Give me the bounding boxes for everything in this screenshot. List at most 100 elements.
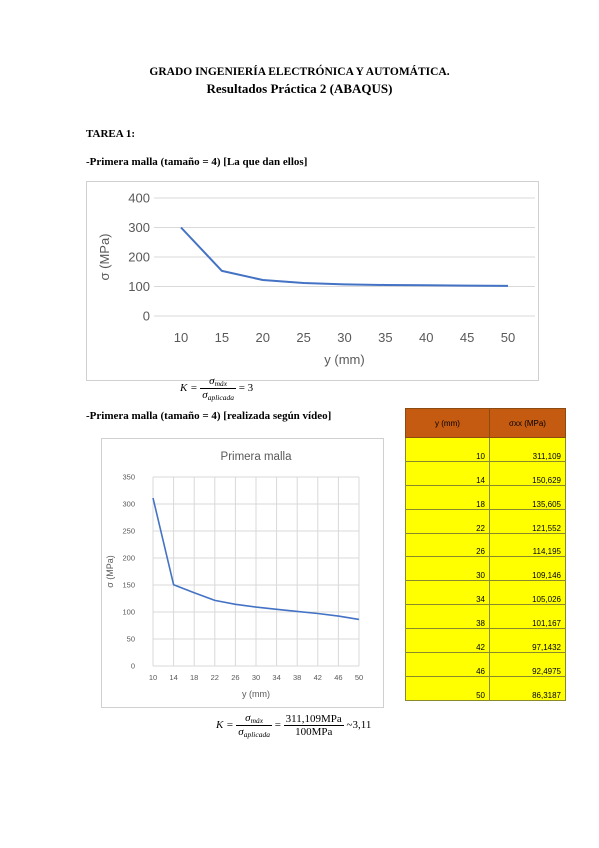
document-heading: GRADO INGENIERÍA ELECTRÓNICA Y AUTOMÁTIC… xyxy=(149,66,450,78)
y-tick-label: 150 xyxy=(122,581,135,590)
x-tick-label: 20 xyxy=(256,330,270,345)
x-tick-label: 22 xyxy=(211,673,219,682)
formula-2-den-sub: aplicada xyxy=(243,730,270,739)
y-tick-label: 100 xyxy=(128,279,150,294)
x-tick-label: 14 xyxy=(169,673,177,682)
x-tick-label: 30 xyxy=(252,673,260,682)
table-cell-sigma: 114,195 xyxy=(489,532,566,558)
table-cell-y: 30 xyxy=(405,556,490,582)
table-cell-sigma: 311,109 xyxy=(489,437,566,462)
table-row: 34 105,026 xyxy=(405,580,566,606)
x-tick-label: 50 xyxy=(501,330,515,345)
x-tick-label: 25 xyxy=(296,330,310,345)
y-tick-label: 0 xyxy=(131,662,135,671)
table-cell-y: 38 xyxy=(405,604,490,630)
formula-2-num: σ xyxy=(245,712,251,724)
x-tick-label: 38 xyxy=(293,673,301,682)
formula-1-den-sub: aplicada xyxy=(207,393,234,402)
chart-1-frame: 0 100 200 300 400 10 15 20 25 30 35 40 45 50 y (mm) σ (… xyxy=(86,181,539,381)
formula-2-num-sub: máx xyxy=(250,716,264,725)
y-tick-label: 200 xyxy=(122,554,135,563)
x-tick-label: 45 xyxy=(460,330,474,345)
table-cell-y: 46 xyxy=(405,652,490,677)
table-cell-sigma: 92,4975 xyxy=(489,652,566,677)
x-tick-label: 10 xyxy=(149,673,157,682)
formula-2-eq: = xyxy=(274,719,281,732)
table-cell-sigma: 101,167 xyxy=(489,604,566,630)
x-tick-label: 42 xyxy=(314,673,322,682)
document-subheading: Resultados Práctica 2 (ABAQUS) xyxy=(206,81,393,96)
table-cell-y: 14 xyxy=(405,460,490,486)
y-tick-label: 50 xyxy=(127,635,135,644)
x-tick-label: 40 xyxy=(419,330,433,345)
y-axis-label: σ (MPa) xyxy=(105,555,115,588)
data-table: y (mm) σxx (MPa) 10 311,109 14 150,629 18 135… xyxy=(405,408,566,701)
table-cell-sigma: 135,605 xyxy=(489,484,566,510)
formula-1-lhs: K = xyxy=(180,382,198,395)
table-row: 26 114,195 xyxy=(405,532,566,558)
table-row: 10 311,109 xyxy=(405,437,566,462)
y-tick-label: 350 xyxy=(122,473,135,482)
y-tick-label: 100 xyxy=(122,608,135,617)
y-tick-label: 300 xyxy=(128,220,150,235)
y-tick-label: 0 xyxy=(143,309,150,324)
chart-title: Primera malla xyxy=(221,451,293,463)
table-cell-y: 22 xyxy=(405,508,490,534)
table-cell-y: 50 xyxy=(405,675,490,701)
x-tick-label: 30 xyxy=(337,330,351,345)
table-row: 14 150,629 xyxy=(405,460,566,486)
y-axis-label: σ (MPa) xyxy=(97,233,112,280)
chart-1: 0 100 200 300 400 10 15 20 25 30 35 40 45 50 y (mm) σ (… xyxy=(97,191,535,367)
table-cell-y: 42 xyxy=(405,628,490,654)
table-row: 50 86,3187 xyxy=(405,675,566,701)
table-header-sigma: σxx (MPa) xyxy=(489,408,566,438)
table-header-y: y (mm) xyxy=(405,408,490,438)
x-tick-label: 15 xyxy=(215,330,229,345)
formula-1-rhs: = 3 xyxy=(238,382,254,395)
formula-2: K = σmáx σaplicada = 311,109MPa 100MPa ~… xyxy=(216,712,371,739)
formula-1: K = σmáx σaplicada = 3 xyxy=(180,375,253,402)
y-tick-label: 200 xyxy=(128,250,150,265)
formula-1-den: σ xyxy=(202,389,208,401)
table-cell-sigma: 105,026 xyxy=(489,580,566,606)
x-axis-label: y (mm) xyxy=(324,352,364,367)
table-cell-sigma: 109,146 xyxy=(489,556,566,582)
table-row: 22 121,552 xyxy=(405,508,566,534)
x-tick-label: 26 xyxy=(231,673,239,682)
table-row: 38 101,167 xyxy=(405,604,566,630)
formula-2-den: σ xyxy=(238,726,244,738)
formula-1-num: σ xyxy=(209,375,215,387)
table-row: 42 97,1432 xyxy=(405,628,566,654)
formula-2-den2: 100MPa xyxy=(295,726,333,738)
x-tick-label: 10 xyxy=(174,330,188,345)
x-tick-label: 46 xyxy=(334,673,342,682)
table-cell-y: 34 xyxy=(405,580,490,606)
x-tick-label: 34 xyxy=(272,673,280,682)
y-tick-label: 400 xyxy=(128,191,150,206)
x-tick-label: 18 xyxy=(190,673,198,682)
series-line xyxy=(180,226,509,287)
table-cell-sigma: 150,629 xyxy=(489,460,566,486)
chart-2: Primera malla 0 50 100 150 200 250 300 350 10 14 18… xyxy=(105,451,363,699)
formula-1-num-sub: máx xyxy=(214,379,228,388)
chart-2-frame: Primera malla 0 50 100 150 200 250 300 350 10 14 18… xyxy=(101,438,384,708)
formula-2-num2: 311,109MPa xyxy=(283,713,344,726)
table-row: 46 92,4975 xyxy=(405,652,566,677)
table-cell-sigma: 97,1432 xyxy=(489,628,566,654)
table-cell-y: 18 xyxy=(405,484,490,510)
table-cell-y: 10 xyxy=(405,437,490,462)
section-heading-1: -Primera malla (tamaño = 4) [La que dan … xyxy=(86,156,308,168)
formula-2-approx: ~3,11 xyxy=(346,719,372,732)
data-table-wrapper: y (mm) σxx (MPa) 10 311,109 14 150,629 18 135… xyxy=(405,408,566,701)
x-tick-label: 35 xyxy=(378,330,392,345)
table-cell-y: 26 xyxy=(405,532,490,558)
task-title: TAREA 1: xyxy=(86,128,135,140)
series-line xyxy=(152,497,360,621)
formula-2-lhs: K = xyxy=(216,719,234,732)
x-axis-label: y (mm) xyxy=(242,689,270,699)
table-cell-sigma: 86,3187 xyxy=(489,675,566,701)
section-heading-2: -Primera malla (tamaño = 4) [realizada s… xyxy=(86,410,332,422)
x-tick-label: 50 xyxy=(355,673,363,682)
table-row: 18 135,605 xyxy=(405,484,566,510)
y-tick-label: 250 xyxy=(122,527,135,536)
